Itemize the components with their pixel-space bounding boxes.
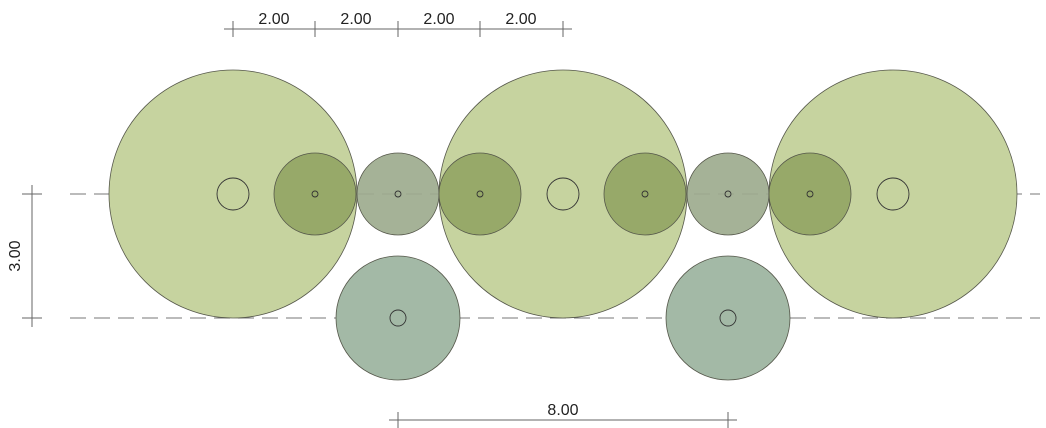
medium-circle-3 xyxy=(603,152,687,236)
lower-circle-left xyxy=(335,255,461,381)
trunk-mark-medium-4 xyxy=(806,190,814,198)
top-dimension-label-3: 2.00 xyxy=(423,11,454,28)
small-circle-right xyxy=(686,152,770,236)
trunk-mark-lower-left xyxy=(389,309,407,327)
medium-circle-1 xyxy=(273,152,357,236)
vertical-dimension-label: 3.00 xyxy=(7,240,24,271)
medium-circle-4 xyxy=(768,152,852,236)
bottom-dimension-label: 8.00 xyxy=(547,402,578,419)
top-dimension-chain: 2.00 2.00 2.00 2.00 xyxy=(224,11,572,37)
bottom-dimension: 8.00 xyxy=(389,402,737,428)
trunk-mark-small-left xyxy=(394,190,402,198)
trunk-mark-medium-1 xyxy=(311,190,319,198)
trunk-mark-medium-3 xyxy=(641,190,649,198)
trunk-mark-large-middle xyxy=(546,177,580,211)
small-circle-left xyxy=(356,152,440,236)
medium-circle-2 xyxy=(438,152,522,236)
top-dimension-label-1: 2.00 xyxy=(258,11,289,28)
trunk-mark-large-right xyxy=(876,177,910,211)
trunk-mark-large-left xyxy=(216,177,250,211)
trunk-mark-lower-right xyxy=(719,309,737,327)
vertical-dimension: 3.00 xyxy=(7,185,42,327)
lower-circle-right xyxy=(665,255,791,381)
trunk-mark-medium-2 xyxy=(476,190,484,198)
top-dimension-label-2: 2.00 xyxy=(340,11,371,28)
top-dimension-label-4: 2.00 xyxy=(505,11,536,28)
trunk-mark-small-right xyxy=(724,190,732,198)
